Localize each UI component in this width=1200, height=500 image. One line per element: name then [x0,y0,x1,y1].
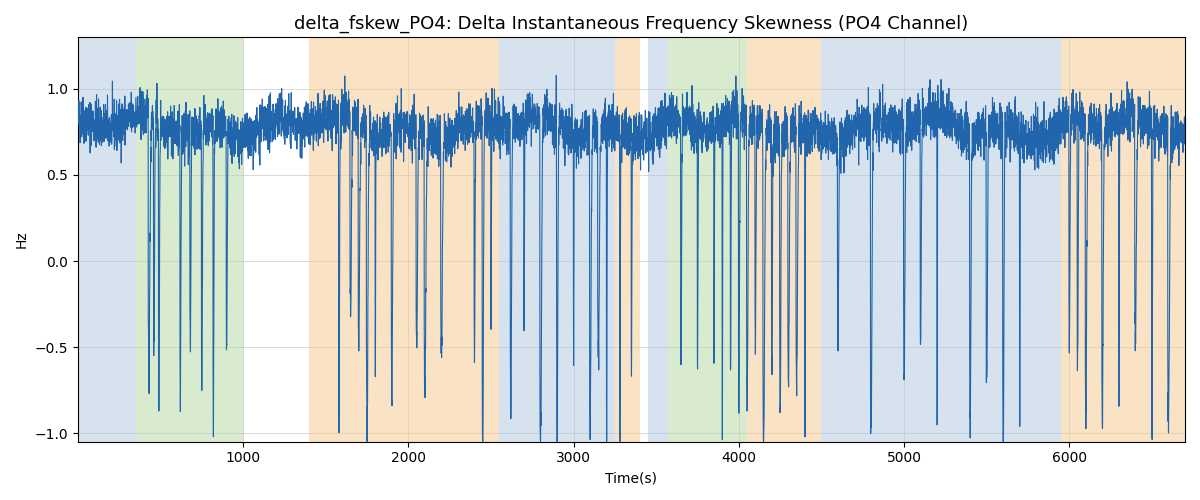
Bar [499,38,614,442]
Bar [614,38,640,442]
Bar [136,38,244,442]
Bar [748,38,822,442]
Title: delta_fskew_PO4: Delta Instantaneous Frequency Skewness (PO4 Channel): delta_fskew_PO4: Delta Instantaneous Fre… [294,15,968,34]
Bar [78,38,136,442]
Y-axis label: Hz: Hz [14,230,29,248]
Bar [648,38,668,442]
Bar [310,38,499,442]
Bar [822,38,1028,442]
Bar [1028,38,1061,442]
Bar [668,38,748,442]
Bar [1061,38,1184,442]
X-axis label: Time(s): Time(s) [606,471,658,485]
